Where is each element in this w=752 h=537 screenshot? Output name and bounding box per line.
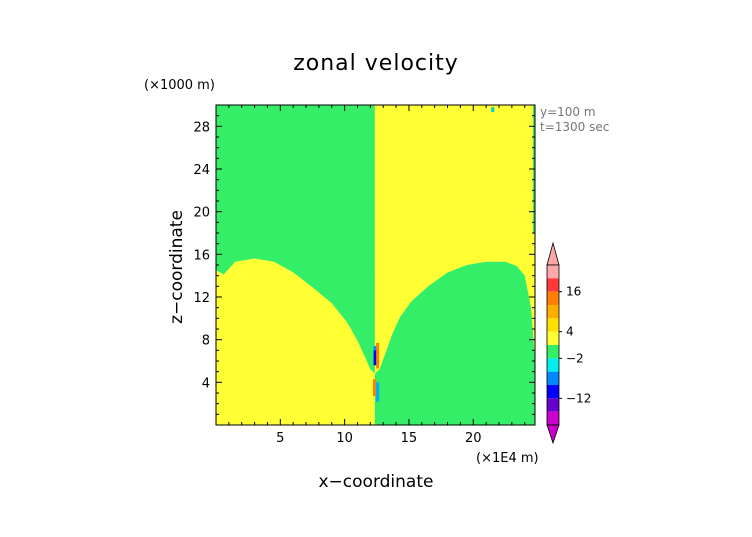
core-negative-upper [373,350,378,366]
top-edge-feature [491,107,495,113]
core-positive-upper [376,342,380,369]
y-tick-label: 12 [193,291,210,306]
region-lower-right [374,261,535,425]
x-tick-label: 20 [465,431,482,446]
x-tick-label: 5 [276,431,284,446]
colorbar-segment [547,278,559,292]
chart-title: zonal velocity [293,51,459,76]
colorbar-segment [547,291,559,305]
y-tick-label: 4 [202,376,210,391]
colorbar-segment [547,305,559,319]
colorbar-frame [546,264,560,426]
y-tick-label: 20 [193,206,210,221]
colorbar-arrow-bottom [546,424,560,445]
x-unit-label: (×1E4 m) [476,451,539,466]
y-tick-label: 16 [193,248,210,263]
y-tick-label: 8 [202,334,210,349]
colorbar-tick-label: −2 [566,351,584,365]
region-lower-left [216,258,375,425]
y-tick-label: 28 [193,120,210,135]
colorbar-tick-label: 16 [566,285,581,299]
colorbar-segment [547,398,559,412]
colorbar-segment [547,318,559,332]
colorbar-tick-label: −12 [566,391,591,405]
core-negative-lower [376,382,380,402]
core-negative-upper-edge [373,346,378,351]
colorbar-segment [547,265,559,279]
y-tick-label: 24 [193,163,210,178]
x-axis-label: x−coordinate [319,472,434,492]
colorbar-segment [547,358,559,372]
y-axis-label: z−coordinate [167,210,187,324]
region-upper-left [216,105,375,374]
colorbar-segment [547,385,559,399]
x-tick-label: 15 [401,431,418,446]
colorbar-segment [547,331,559,345]
annotation-y: y=100 m [540,105,596,119]
colorbar-segment [547,411,559,425]
y-unit-label: (×1000 m) [144,78,215,93]
colorbar-segment [547,345,559,359]
x-tick-label: 10 [336,431,353,446]
core-positive-lower [372,379,376,397]
colorbar-segment [547,371,559,385]
region-upper-right [374,105,535,374]
annotation-t: t=1300 sec [540,120,609,134]
colorbar-arrow-top [546,241,560,266]
colorbar-tick-label: 4 [566,325,574,339]
